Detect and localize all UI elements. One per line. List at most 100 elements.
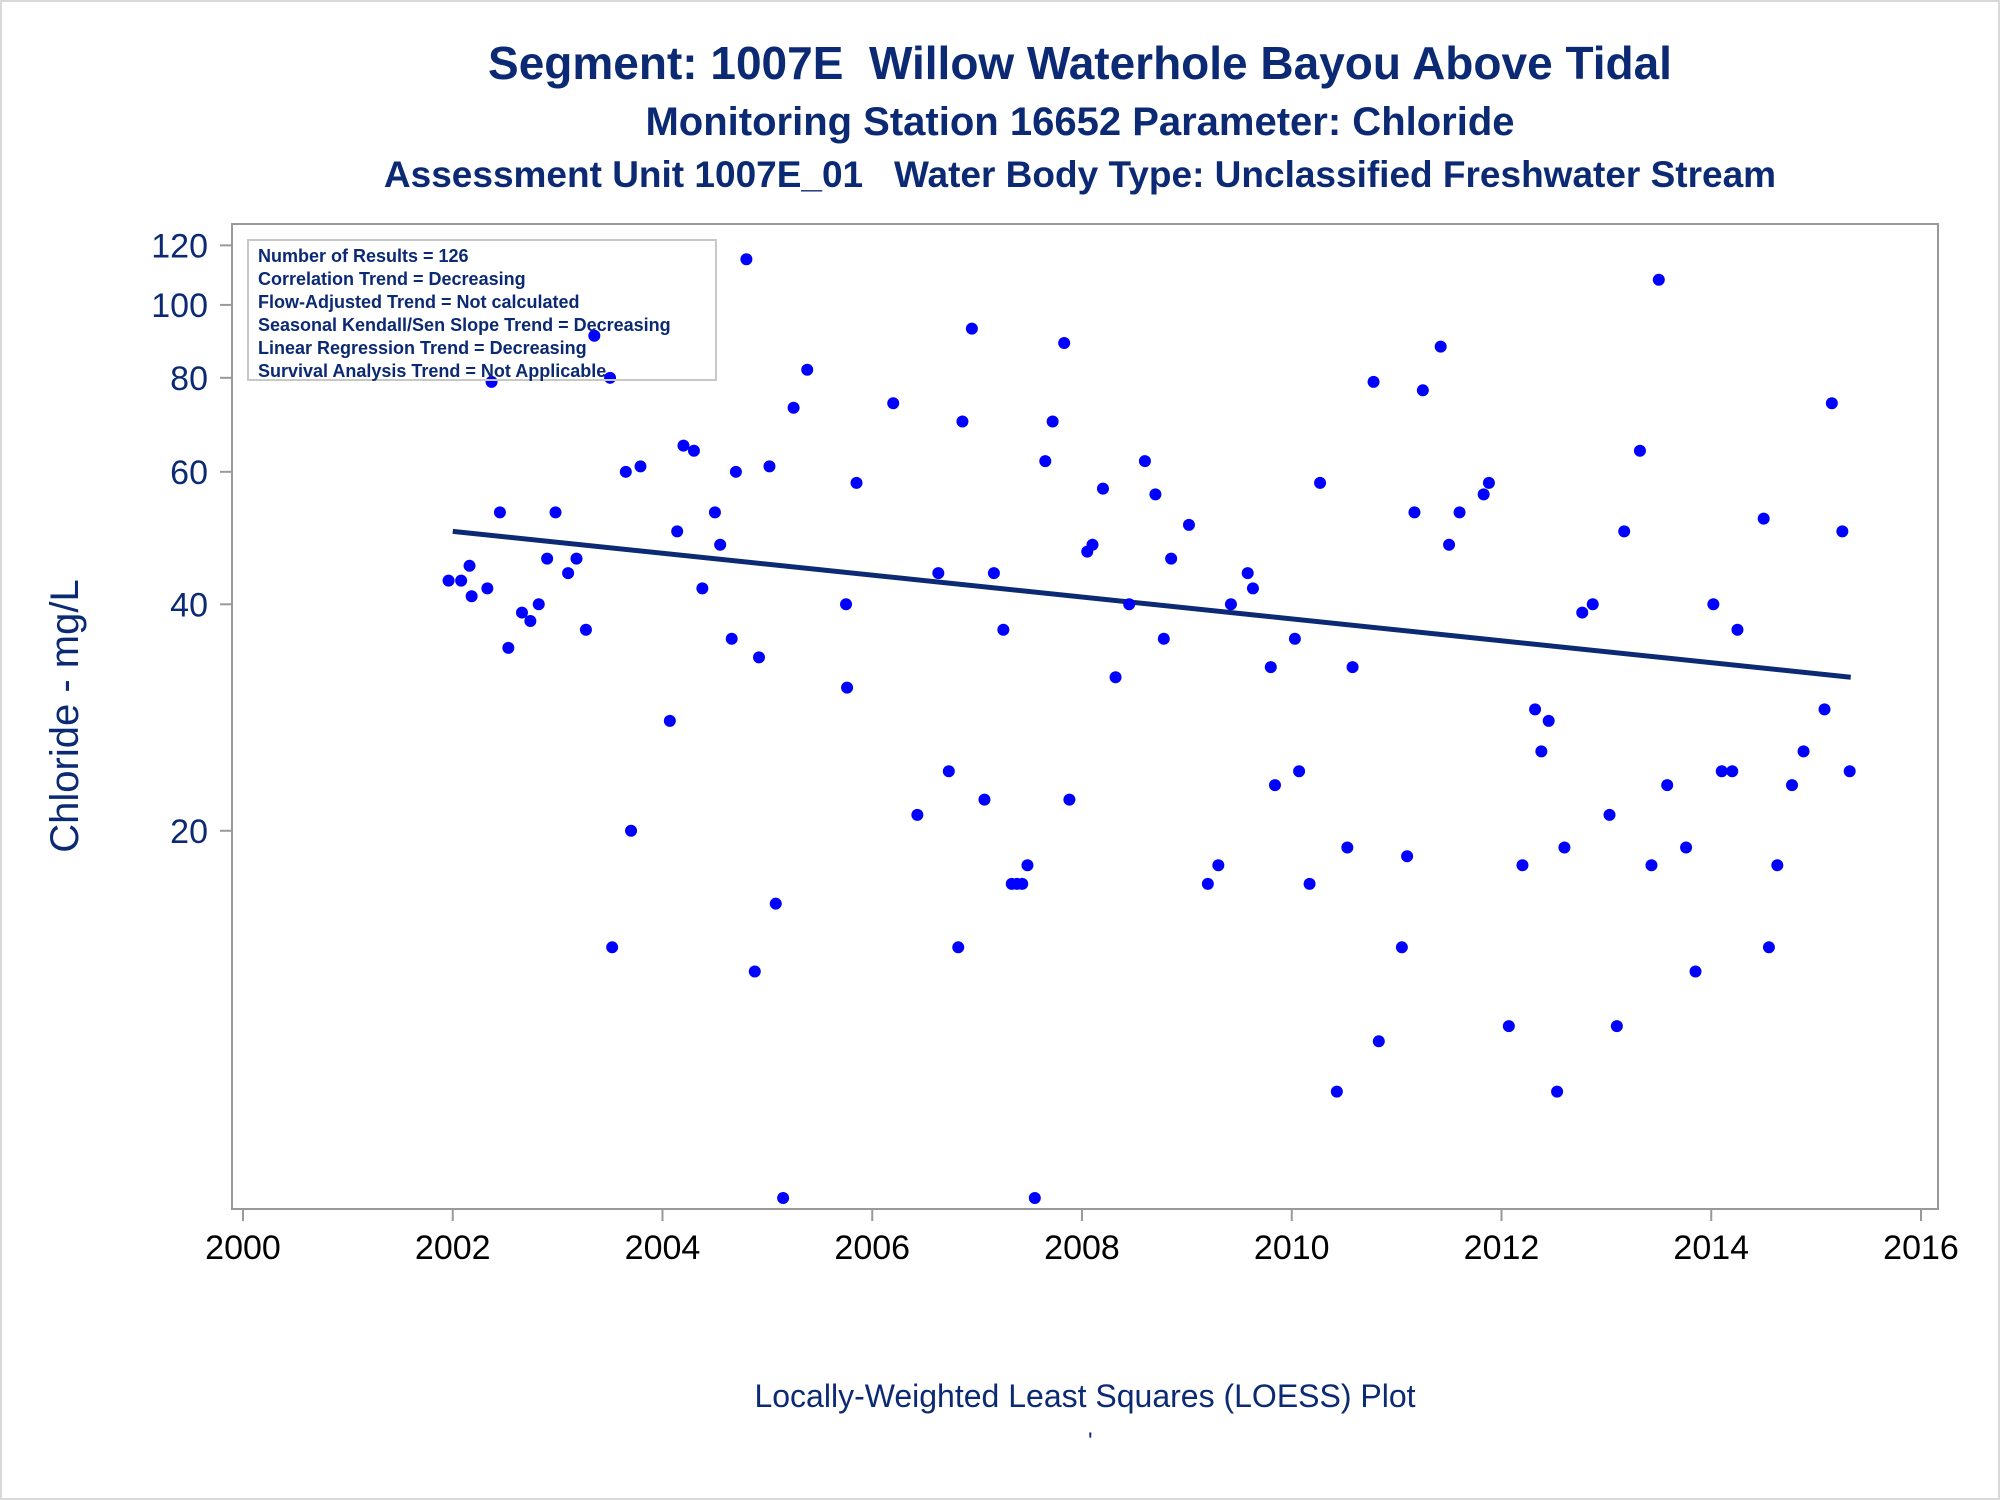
data-point xyxy=(1797,745,1810,758)
x-axis-tick-label: 2006 xyxy=(834,1229,910,1267)
data-point xyxy=(1535,745,1548,758)
trend-line xyxy=(452,528,1851,680)
data-point xyxy=(687,444,700,457)
data-point xyxy=(463,559,476,572)
data-point xyxy=(493,506,506,519)
stats-box-line: Survival Analysis Trend = Not Applicable xyxy=(258,361,606,381)
data-point xyxy=(634,460,647,473)
data-point xyxy=(729,465,742,478)
data-point xyxy=(1268,779,1281,792)
data-point xyxy=(952,941,965,954)
data-point xyxy=(1645,859,1658,872)
stats-box-line: Number of Results = 126 xyxy=(258,246,469,266)
chart-title: Segment: 1007E Willow Waterhole Bayou Ab… xyxy=(488,37,1672,89)
data-point xyxy=(748,965,761,978)
data-point xyxy=(1825,397,1838,410)
data-point xyxy=(1058,336,1071,349)
x-axis-tick-label: 2008 xyxy=(1044,1229,1120,1267)
data-point xyxy=(1039,455,1052,468)
data-point xyxy=(1016,877,1029,890)
data-point xyxy=(1477,488,1490,501)
data-point xyxy=(840,598,853,611)
y-axis-tick-label: 60 xyxy=(170,454,208,492)
data-point xyxy=(1551,1085,1564,1098)
data-point xyxy=(987,567,1000,580)
data-point xyxy=(1401,850,1414,863)
data-point xyxy=(1610,1020,1623,1033)
data-point xyxy=(562,567,575,580)
data-point xyxy=(740,253,753,266)
data-point xyxy=(606,941,619,954)
plot-layer: 2000 2002 2004 2006 2008 2010 2012 2014 2016 20 40… xyxy=(43,223,1959,1267)
data-point xyxy=(1818,703,1831,716)
data-point xyxy=(1123,598,1136,611)
data-point xyxy=(1731,623,1744,636)
data-point xyxy=(769,897,782,910)
stats-box-line: Linear Regression Trend = Decreasing xyxy=(258,338,587,358)
data-point xyxy=(481,582,494,595)
data-point xyxy=(1482,476,1495,489)
data-point xyxy=(1165,552,1178,565)
stats-box-line: Correlation Trend = Decreasing xyxy=(258,269,526,289)
data-point xyxy=(1453,506,1466,519)
data-point xyxy=(1367,375,1380,388)
data-point xyxy=(714,538,727,551)
data-point xyxy=(1771,859,1784,872)
data-point xyxy=(1836,525,1849,538)
data-point xyxy=(515,606,528,619)
data-point xyxy=(1241,567,1254,580)
y-axis-tick-label: 100 xyxy=(151,287,208,325)
data-point xyxy=(1443,538,1456,551)
data-point xyxy=(1346,661,1359,674)
data-point xyxy=(850,476,863,489)
data-point xyxy=(1516,859,1529,872)
data-point xyxy=(1138,455,1151,468)
data-point xyxy=(485,375,498,388)
data-point xyxy=(801,363,814,376)
data-point xyxy=(579,623,592,636)
data-point xyxy=(1212,859,1225,872)
data-point xyxy=(1652,273,1665,286)
data-point xyxy=(1224,598,1237,611)
data-point xyxy=(841,681,854,694)
data-point xyxy=(911,808,924,821)
data-point xyxy=(1109,671,1122,684)
data-point xyxy=(1157,632,1170,645)
data-point xyxy=(1786,779,1799,792)
chart-subtitle-station: Monitoring Station 16652 Parameter: Chlo… xyxy=(645,100,1515,144)
data-point xyxy=(1726,765,1739,778)
data-point xyxy=(588,329,601,342)
data-point xyxy=(1201,877,1214,890)
data-point xyxy=(671,525,684,538)
data-point xyxy=(932,567,945,580)
data-point xyxy=(1843,765,1856,778)
data-point xyxy=(725,632,738,645)
data-point xyxy=(1096,482,1109,495)
y-axis-tick-label: 80 xyxy=(170,360,208,398)
data-point xyxy=(1633,444,1646,457)
plot-area-border xyxy=(231,223,1939,1210)
data-point xyxy=(1558,841,1571,854)
data-point xyxy=(777,1192,790,1204)
data-point xyxy=(1586,598,1599,611)
data-point xyxy=(1372,1035,1385,1048)
data-point xyxy=(1618,525,1631,538)
data-point xyxy=(1529,703,1542,716)
data-point xyxy=(1293,765,1306,778)
data-point xyxy=(1086,538,1099,551)
data-point xyxy=(1661,779,1674,792)
data-point xyxy=(1149,488,1162,501)
x-axis-tick-label: 2004 xyxy=(625,1229,701,1267)
stats-box-line: Flow-Adjusted Trend = Not calculated xyxy=(258,292,580,312)
data-point xyxy=(465,590,478,603)
data-point xyxy=(1314,476,1327,489)
data-point xyxy=(541,552,554,565)
data-point xyxy=(1063,793,1076,806)
data-point xyxy=(1502,1020,1515,1033)
data-point xyxy=(1341,841,1354,854)
data-point xyxy=(502,641,515,654)
data-point xyxy=(532,598,545,611)
stats-box xyxy=(247,239,717,381)
data-point xyxy=(1303,877,1316,890)
